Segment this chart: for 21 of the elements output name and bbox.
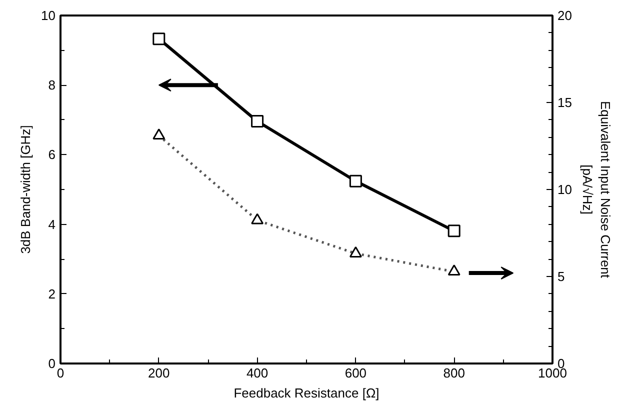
x-tick-label: 800: [443, 366, 465, 380]
x-axis-title: Feedback Resistance [Ω]: [234, 386, 380, 400]
x-tick-label: 200: [148, 366, 170, 380]
y-axis-title: 3dB Band-width [GHz]: [18, 125, 34, 254]
y2-axis-title: Equivalent Input Noise Current [pA/√Hz]: [580, 100, 613, 278]
y2-tick-label: 5: [558, 269, 565, 284]
y2-tick-label: 10: [558, 182, 572, 197]
x-tick-label: 400: [246, 366, 268, 380]
point: [152, 32, 166, 46]
point: [448, 224, 460, 238]
y-tick-label: 10: [41, 8, 56, 23]
y-tick-label: 2: [48, 286, 56, 302]
y-tick-label: 6: [48, 147, 56, 162]
y-tick-label: 8: [48, 78, 56, 93]
y-tick-label: 4: [48, 216, 56, 232]
point: [349, 174, 362, 188]
y2-tick-label: 20: [558, 8, 572, 23]
y2-tick-label: 15: [558, 95, 572, 110]
x-tick-label: 600: [344, 366, 367, 380]
y-tick-label: 0: [48, 356, 56, 371]
point: [251, 115, 264, 128]
